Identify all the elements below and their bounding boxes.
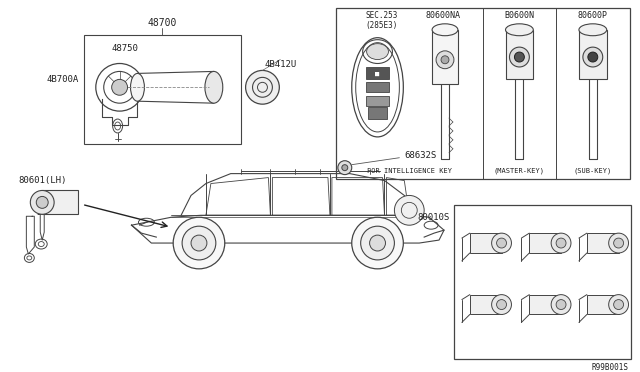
Circle shape [609,295,628,314]
Circle shape [36,196,48,208]
Text: (MASTER-KEY): (MASTER-KEY) [494,167,545,174]
Bar [365,82,390,92]
Circle shape [614,238,623,248]
Bar [432,30,458,84]
Circle shape [588,52,598,62]
Bar [579,30,607,79]
Circle shape [342,165,348,171]
Circle shape [492,233,511,253]
Circle shape [352,217,403,269]
Circle shape [492,295,511,314]
Circle shape [338,161,352,174]
Text: 4B700A: 4B700A [47,75,79,84]
Text: 80601(LH): 80601(LH) [19,176,67,185]
Circle shape [182,226,216,260]
Circle shape [436,51,454,69]
Circle shape [191,235,207,251]
Text: 68632S: 68632S [404,151,436,160]
Bar [587,233,619,253]
Text: 4B412U: 4B412U [264,60,296,69]
Circle shape [441,56,449,64]
Bar [506,30,533,79]
Text: ■: ■ [376,70,380,76]
Ellipse shape [205,71,223,103]
Circle shape [370,235,385,251]
Bar [42,190,78,214]
Circle shape [394,195,424,225]
Circle shape [609,233,628,253]
Ellipse shape [432,24,458,36]
Text: (285E3): (285E3) [365,21,398,30]
Circle shape [551,295,571,314]
Bar [367,107,387,119]
Circle shape [361,226,394,260]
Ellipse shape [367,44,388,60]
Text: R99B001S: R99B001S [591,363,628,372]
Circle shape [246,70,279,104]
Circle shape [515,52,524,62]
Circle shape [556,299,566,310]
Text: SEC.253: SEC.253 [365,12,398,20]
Text: 48750: 48750 [111,44,138,53]
Bar [470,295,502,314]
Bar [587,295,619,314]
Bar [365,96,390,106]
Text: 80600P: 80600P [578,12,608,20]
Ellipse shape [131,73,145,101]
Text: FOR INTELLIGENCE KEY: FOR INTELLIGENCE KEY [367,168,452,174]
Text: 80600NA: 80600NA [426,12,461,20]
Circle shape [497,299,506,310]
Circle shape [173,217,225,269]
Circle shape [111,79,127,95]
Text: 80010S: 80010S [418,213,450,222]
Bar [529,295,561,314]
Circle shape [497,238,506,248]
Circle shape [30,190,54,214]
Ellipse shape [579,24,607,36]
Circle shape [583,47,603,67]
Circle shape [509,47,529,67]
Bar [470,233,502,253]
Text: 48700: 48700 [148,18,177,28]
Bar [454,205,630,359]
Bar [529,233,561,253]
Bar [84,35,241,144]
Circle shape [551,233,571,253]
Bar [365,67,390,79]
Text: B0600N: B0600N [504,12,534,20]
Text: (SUB-KEY): (SUB-KEY) [573,167,612,174]
Circle shape [614,299,623,310]
Ellipse shape [506,24,533,36]
Bar [336,8,630,179]
Circle shape [556,238,566,248]
